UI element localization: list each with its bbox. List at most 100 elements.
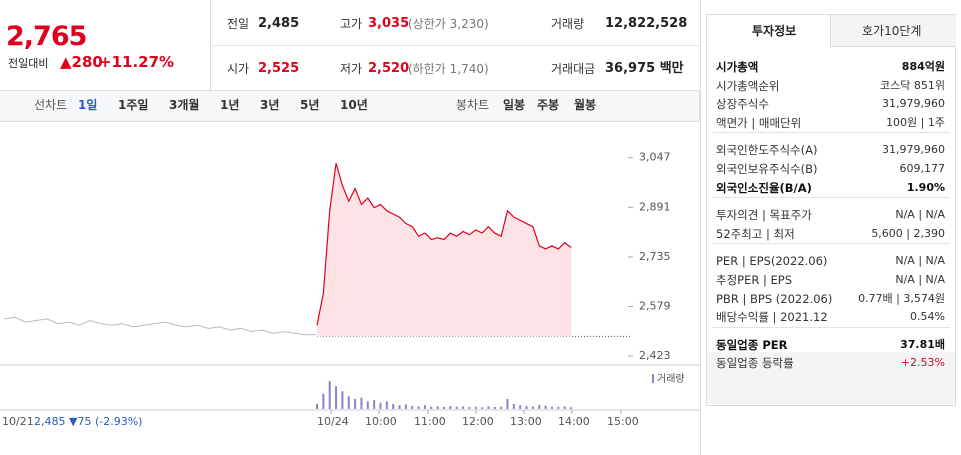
stat-value: 2,520 [368, 61, 410, 76]
divider [210, 45, 700, 46]
info-value: 100원 | 1주 [886, 115, 945, 129]
info-label: 외국인한도주식수(A) [716, 143, 818, 158]
stat-value: 2,525 [258, 61, 300, 76]
period-tab[interactable]: 3개월 [169, 98, 200, 112]
info-label: 외국인소진율(B/A) [716, 180, 812, 195]
section-divider [712, 132, 950, 134]
tab-bar [0, 90, 700, 122]
x-tick-label: 15:00 [607, 415, 639, 428]
prev-day-line [3, 316, 316, 336]
x-tick-label: 13:00 [510, 415, 542, 428]
stat-value: 36,975 백만 [605, 61, 684, 76]
volume-bar [360, 397, 363, 409]
candle-tab[interactable]: 월봉 [574, 98, 597, 112]
y-tick-label: 2,423 [639, 349, 671, 362]
volume-bar [385, 401, 388, 409]
change-rate: +11.27% [99, 53, 175, 71]
info-panel [706, 14, 956, 406]
stat-note: (하한가 1,740) [408, 62, 489, 76]
section-divider [712, 243, 950, 245]
x-tick-label: 10/21 [2, 415, 34, 428]
info-tab[interactable]: 호가10단계 [862, 24, 922, 38]
volume-bar [500, 406, 503, 409]
volume-bar [335, 386, 338, 409]
volume-bar [328, 381, 331, 409]
y-tick-label: 2,891 [639, 200, 671, 213]
info-label: 동일업종 등락률 [716, 356, 794, 371]
volume-bar [462, 406, 465, 409]
tab-group-label: 선차트 [34, 98, 68, 112]
volume-bar [322, 393, 325, 409]
period-tab[interactable]: 1년 [220, 98, 240, 112]
volume-bar [506, 398, 509, 409]
volume-bar [417, 406, 420, 409]
volume-bar [512, 403, 515, 409]
info-label: 동일업종 PER [716, 337, 788, 352]
volume-bar [487, 406, 490, 409]
volume-bar [519, 405, 522, 409]
info-label: 상장주식수 [716, 97, 769, 112]
volume-bar [563, 406, 566, 409]
volume-bar [423, 405, 426, 409]
candle-tab[interactable]: 일봉 [503, 98, 526, 112]
period-tab[interactable]: 1일 [78, 98, 98, 112]
info-label: 투자의견 | 목표주가 [716, 208, 812, 223]
change-label: 전일대비 [8, 57, 49, 70]
volume-bar [570, 407, 572, 409]
candle-tab[interactable]: 주봉 [537, 98, 560, 112]
info-value: 1.90% [906, 180, 945, 194]
info-label: PBR | BPS (2022.06) [716, 291, 833, 306]
info-value: 37.81배 [900, 337, 945, 351]
volume-bar [392, 403, 395, 409]
volume-bar [316, 403, 318, 409]
info-value: 609,177 [899, 162, 946, 175]
price-chart: 3,047 2,891 2,735 2,579 2,423 거래량 10/21 2,485 ▼… [0, 151, 700, 428]
info-label: 시가총액순위 [716, 78, 780, 93]
info-tab[interactable]: 투자정보 [752, 24, 797, 38]
info-value: 0.54% [910, 310, 945, 324]
x-tick-label: 10:00 [365, 415, 397, 428]
price: 2,765 [6, 21, 87, 52]
volume-bar [493, 406, 496, 409]
volume-bar [474, 406, 477, 409]
stat-value: 3,035 [368, 16, 410, 31]
volume-bar [373, 400, 376, 409]
period-tab[interactable]: 10년 [340, 98, 368, 112]
volume-bar [354, 398, 357, 409]
period-tab[interactable]: 5년 [300, 98, 320, 112]
period-tab[interactable]: 1주일 [118, 98, 149, 112]
stat-label: 시가 [227, 62, 250, 76]
info-value: +2.53% [900, 356, 945, 370]
x-tick-label: 12:00 [462, 415, 494, 428]
y-tick-label: 2,579 [639, 300, 671, 313]
today-area [317, 163, 571, 337]
volume-bar [411, 405, 414, 409]
y-tick-label: 2,735 [639, 250, 671, 263]
volume-bar [436, 406, 439, 409]
x-tick-label: 14:00 [558, 415, 590, 428]
info-label: 액면가 | 매매단위 [716, 115, 802, 130]
info-value: N/A | N/A [895, 254, 945, 268]
info-value: 코스닥 851위 [880, 78, 945, 92]
stat-note: (상한가 3,230) [408, 17, 489, 31]
volume-bar [525, 405, 528, 409]
stat-label: 고가 [340, 17, 363, 31]
stat-label: 저가 [340, 62, 363, 76]
tab-bg [830, 15, 956, 47]
change: ▲280 [60, 53, 103, 71]
volume-bar [481, 407, 484, 409]
prev-day-summary: 2,485 ▼75 (-2.93%) [34, 415, 142, 428]
tab-group-label: 봉차트 [456, 98, 490, 112]
stat-value: 2,485 [258, 16, 300, 31]
info-label: 외국인보유주식수(B) [716, 162, 818, 176]
volume-bar [531, 406, 534, 409]
info-footer-bg [707, 352, 955, 404]
volume-bar [398, 405, 401, 409]
volume-bar [347, 396, 350, 409]
section-divider [712, 197, 950, 199]
info-label: PER | EPS(2022.06) [716, 254, 828, 269]
volume-bar [557, 406, 560, 409]
period-tab[interactable]: 3년 [260, 98, 280, 112]
volume-bar [538, 404, 541, 409]
info-label: 시가총액 [716, 60, 759, 74]
